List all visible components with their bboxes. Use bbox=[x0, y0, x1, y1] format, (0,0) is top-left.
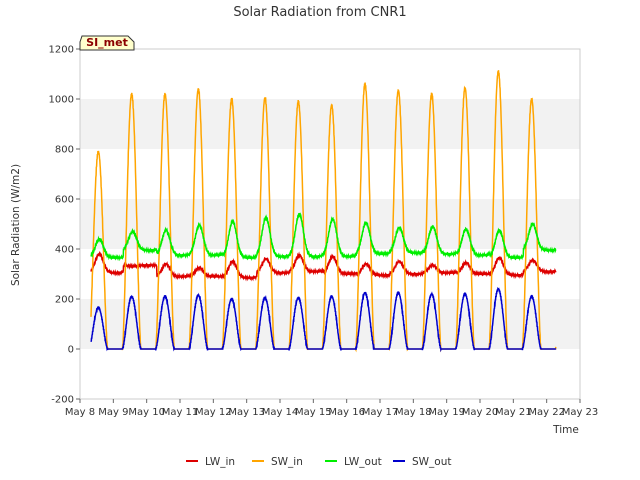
x-tick-label: May 19 bbox=[428, 407, 465, 418]
y-tick-label: -200 bbox=[51, 395, 74, 406]
y-tick-label: 1000 bbox=[49, 95, 74, 106]
x-tick-label: May 23 bbox=[562, 407, 599, 418]
x-axis-title: Time bbox=[552, 424, 579, 436]
y-tick-label: 600 bbox=[55, 195, 74, 206]
x-tick-label: May 13 bbox=[228, 407, 265, 418]
x-tick-label: May 8 bbox=[65, 407, 95, 418]
y-tick-label: 400 bbox=[55, 245, 74, 256]
x-tick-label: May 15 bbox=[295, 407, 332, 418]
badge-box bbox=[79, 35, 135, 51]
series-lines bbox=[90, 70, 557, 353]
y-tick-label: 0 bbox=[68, 345, 74, 356]
legend-label: LW_out bbox=[344, 456, 382, 468]
y-axis-ticks: -200 0 200 400 600 800 1000 1200 bbox=[49, 45, 80, 406]
x-tick-label: May 10 bbox=[128, 407, 165, 418]
x-tick-label: May 9 bbox=[98, 407, 128, 418]
badge-label: SI_met bbox=[86, 36, 128, 49]
y-tick-label: 1200 bbox=[49, 45, 74, 56]
series-line-lw-out bbox=[90, 212, 557, 262]
legend-label: SW_in bbox=[271, 456, 303, 468]
x-tick-label: May 12 bbox=[195, 407, 232, 418]
legend-label: LW_in bbox=[205, 456, 235, 468]
plot-frame bbox=[79, 48, 581, 400]
x-tick-label: May 17 bbox=[362, 407, 399, 418]
legend-label: SW_out bbox=[412, 456, 452, 468]
y-tick-label: 800 bbox=[55, 145, 74, 156]
x-tick-label: May 21 bbox=[495, 407, 532, 418]
x-tick-label: May 16 bbox=[328, 407, 365, 418]
x-tick-label: May 11 bbox=[162, 407, 199, 418]
y-axis-title: Solar Radiation (W/m2) bbox=[10, 164, 22, 286]
legend: LW_in SW_in LW_out SW_out bbox=[186, 456, 452, 468]
x-tick-label: May 20 bbox=[462, 407, 499, 418]
x-tick-label: May 14 bbox=[262, 407, 299, 418]
x-tick-label: May 18 bbox=[395, 407, 432, 418]
chart-title: Solar Radiation from CNR1 bbox=[233, 5, 406, 20]
grid-band bbox=[80, 299, 580, 349]
station-badge: SI_met bbox=[79, 35, 135, 51]
series-line-lw-in bbox=[90, 250, 557, 282]
x-tick-label: May 22 bbox=[528, 407, 565, 418]
series-line-sw-out bbox=[90, 286, 557, 353]
y-tick-label: 200 bbox=[55, 295, 74, 306]
